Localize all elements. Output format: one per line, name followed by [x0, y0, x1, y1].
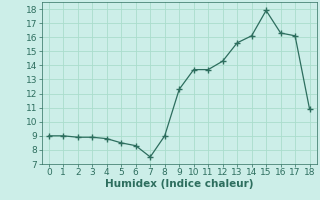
X-axis label: Humidex (Indice chaleur): Humidex (Indice chaleur) — [105, 179, 253, 189]
